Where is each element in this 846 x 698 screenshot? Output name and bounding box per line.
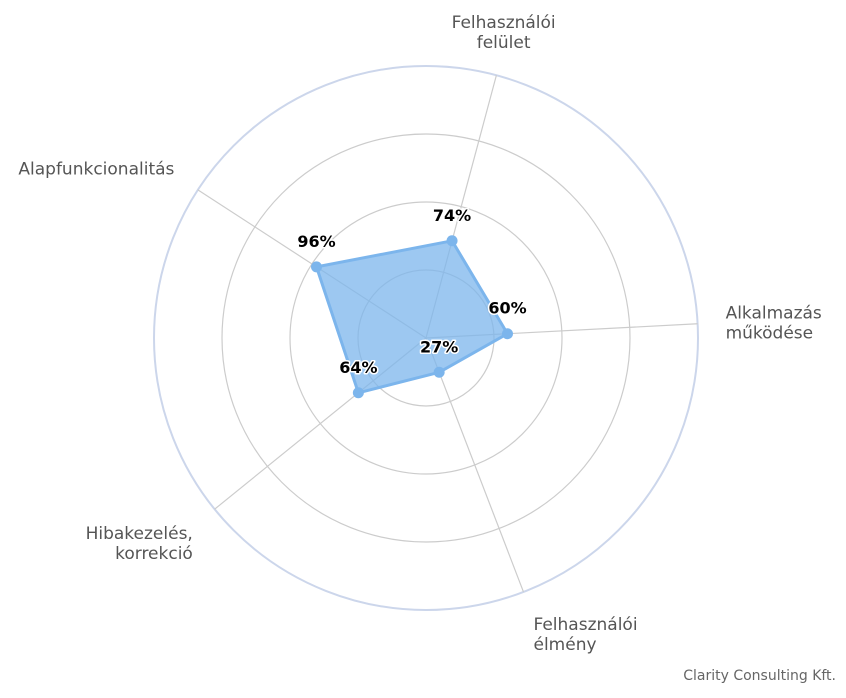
grid-ring	[221, 133, 631, 543]
axis-label: Felhasználói	[452, 13, 556, 33]
data-labels: 74% 60% 27% 64% 96%	[296, 204, 528, 378]
axis-label: felület	[477, 33, 531, 53]
axis-label: Felhasználói	[534, 615, 638, 635]
data-point[interactable]	[352, 387, 364, 399]
axis-labels: FelhasználóifelületAlkalmazásműködéseFel…	[18, 13, 822, 655]
data-label: 74%	[433, 206, 471, 225]
data-point[interactable]	[501, 328, 513, 340]
grid-spoke	[425, 337, 525, 593]
axis-label: Alkalmazás	[726, 303, 822, 323]
axis-label: élmény	[534, 635, 597, 655]
series-area	[315, 239, 509, 395]
radar-series	[311, 235, 513, 399]
data-label: 60%	[488, 299, 526, 318]
data-label: 96%	[297, 232, 335, 251]
axis-label: korrekció	[115, 544, 193, 564]
data-point[interactable]	[311, 261, 323, 273]
outer-ring	[153, 65, 699, 611]
data-point[interactable]	[433, 366, 445, 378]
axis-label: működése	[726, 323, 814, 343]
axis-label: Alapfunkcionalitás	[18, 160, 174, 180]
data-point[interactable]	[446, 235, 458, 247]
chart-credit[interactable]: Clarity Consulting Kft.	[683, 668, 836, 684]
axis-label: Hibakezelés,	[86, 524, 193, 544]
data-label: 27%	[420, 337, 458, 356]
data-label: 64%	[339, 358, 377, 377]
grid-ring	[289, 201, 563, 475]
